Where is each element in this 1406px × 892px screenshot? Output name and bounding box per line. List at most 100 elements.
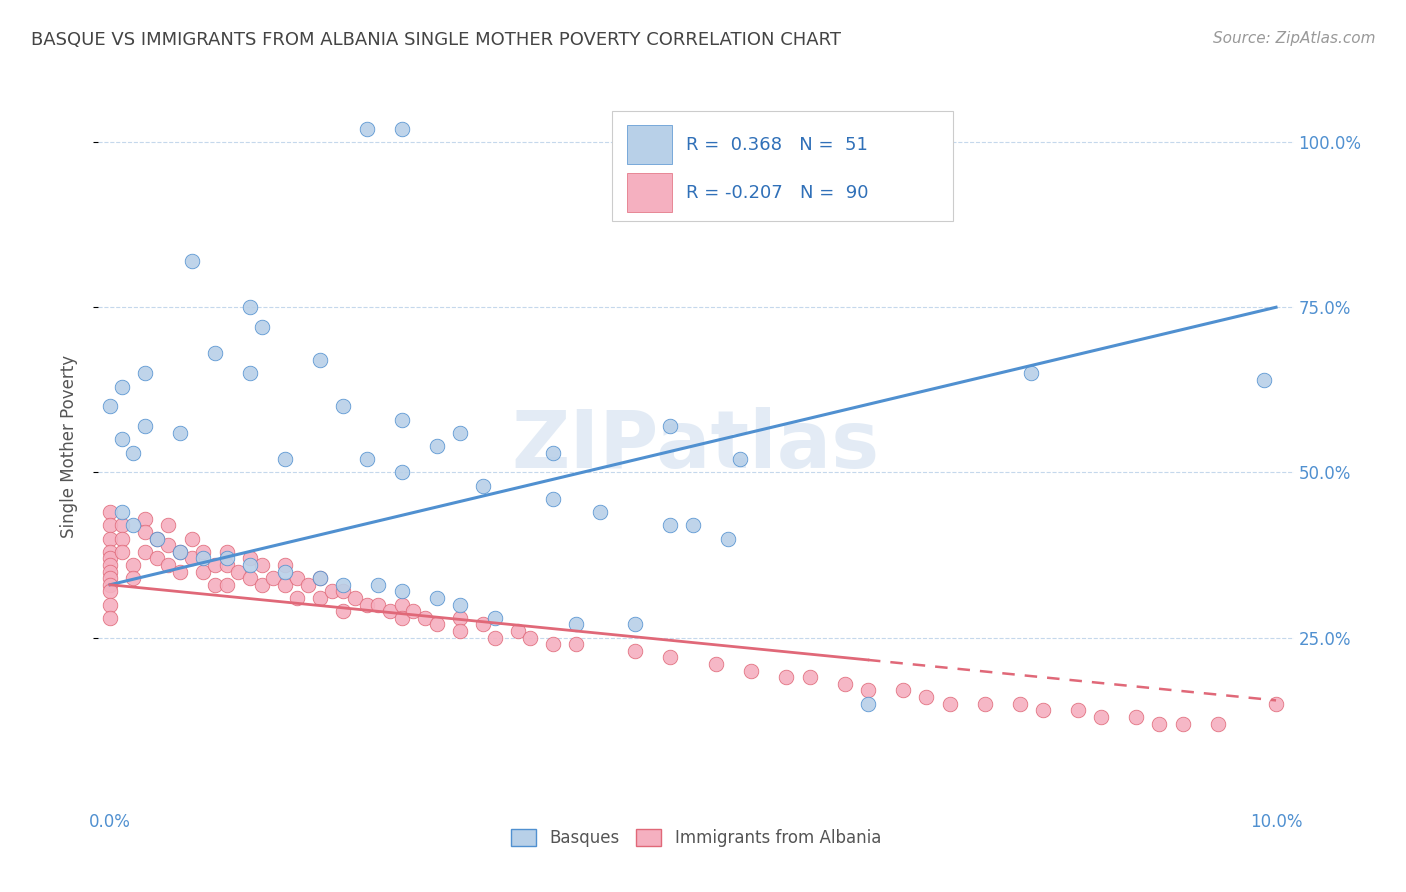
- Point: [98, 584, 121, 599]
- Point: [658, 419, 681, 434]
- Point: [122, 571, 145, 585]
- Point: [111, 532, 134, 546]
- Point: [856, 683, 879, 698]
- Point: [367, 598, 389, 612]
- Point: [309, 571, 332, 585]
- Point: [915, 690, 938, 704]
- Point: [134, 545, 156, 559]
- Point: [623, 644, 645, 658]
- Point: [356, 121, 378, 136]
- Point: [262, 571, 284, 585]
- Point: [215, 545, 238, 559]
- Point: [111, 379, 134, 393]
- Point: [332, 584, 354, 599]
- Point: [938, 697, 960, 711]
- Point: [425, 439, 447, 453]
- Point: [98, 505, 121, 519]
- Point: [98, 598, 121, 612]
- Point: [250, 320, 273, 334]
- Point: [541, 445, 564, 459]
- Point: [449, 611, 471, 625]
- Point: [239, 571, 262, 585]
- Point: [157, 518, 180, 533]
- Point: [193, 551, 215, 566]
- Point: [425, 591, 447, 605]
- FancyBboxPatch shape: [627, 125, 672, 164]
- Point: [1253, 373, 1275, 387]
- Point: [1265, 697, 1288, 711]
- Point: [98, 558, 121, 572]
- Point: [449, 624, 471, 638]
- Point: [309, 591, 332, 605]
- Point: [204, 558, 226, 572]
- Point: [717, 532, 740, 546]
- Point: [98, 532, 121, 546]
- Point: [193, 545, 215, 559]
- Point: [274, 578, 297, 592]
- Point: [98, 578, 121, 592]
- Point: [449, 598, 471, 612]
- Point: [180, 254, 202, 268]
- Point: [1032, 703, 1054, 717]
- Point: [204, 578, 226, 592]
- Point: [565, 637, 588, 651]
- Point: [658, 650, 681, 665]
- Point: [134, 524, 156, 539]
- Point: [98, 571, 121, 585]
- Point: [309, 571, 332, 585]
- Point: [1206, 716, 1229, 731]
- Text: Source: ZipAtlas.com: Source: ZipAtlas.com: [1212, 31, 1375, 46]
- Point: [413, 611, 436, 625]
- Point: [1019, 367, 1042, 381]
- Point: [157, 538, 180, 552]
- Point: [111, 518, 134, 533]
- Point: [250, 558, 273, 572]
- Point: [169, 425, 191, 440]
- Text: R =  0.368   N =  51: R = 0.368 N = 51: [686, 136, 869, 153]
- Point: [309, 353, 332, 368]
- Point: [193, 565, 215, 579]
- Point: [332, 604, 354, 618]
- Point: [122, 558, 145, 572]
- Point: [391, 598, 413, 612]
- Point: [169, 565, 191, 579]
- Point: [250, 578, 273, 592]
- Point: [484, 631, 506, 645]
- Point: [98, 545, 121, 559]
- Point: [134, 511, 156, 525]
- Point: [449, 425, 471, 440]
- Point: [799, 670, 821, 684]
- Point: [378, 604, 401, 618]
- Point: [1125, 710, 1147, 724]
- Point: [239, 300, 262, 314]
- Point: [623, 617, 645, 632]
- FancyBboxPatch shape: [613, 111, 953, 221]
- Point: [343, 591, 366, 605]
- Point: [239, 367, 262, 381]
- Point: [169, 545, 191, 559]
- Point: [228, 565, 250, 579]
- Point: [472, 478, 495, 492]
- Point: [204, 346, 226, 360]
- Point: [122, 445, 145, 459]
- Point: [565, 617, 588, 632]
- Point: [274, 565, 297, 579]
- Point: [706, 657, 728, 671]
- Point: [391, 412, 413, 426]
- Point: [589, 505, 612, 519]
- Point: [391, 466, 413, 480]
- Point: [297, 578, 319, 592]
- FancyBboxPatch shape: [627, 173, 672, 212]
- Point: [274, 452, 297, 467]
- Point: [285, 591, 308, 605]
- Point: [332, 400, 354, 414]
- Point: [111, 433, 134, 447]
- Point: [834, 677, 856, 691]
- Point: [484, 611, 506, 625]
- Point: [508, 624, 530, 638]
- Point: [215, 551, 238, 566]
- Point: [180, 551, 202, 566]
- Point: [1171, 716, 1194, 731]
- Point: [1008, 697, 1031, 711]
- Point: [1149, 716, 1171, 731]
